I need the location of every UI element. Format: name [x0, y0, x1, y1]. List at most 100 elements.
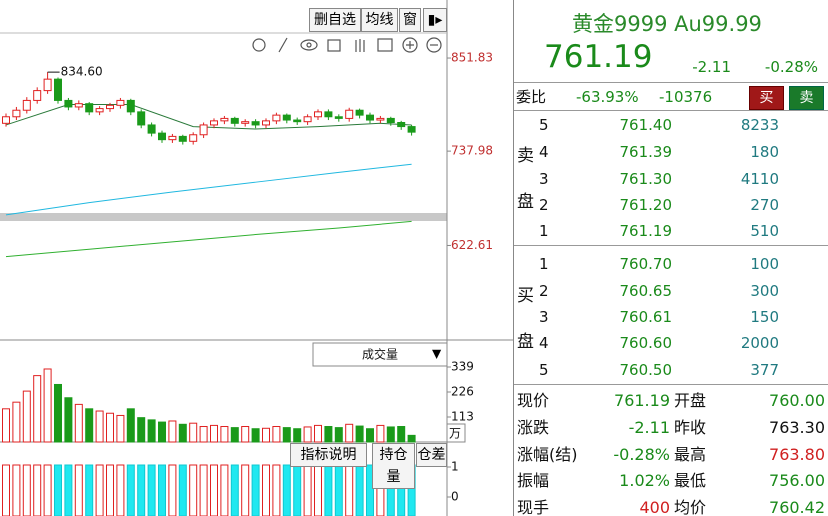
candle-body — [324, 111, 333, 118]
stat-value: 763.30 — [769, 418, 825, 437]
indicator-bar — [22, 464, 31, 516]
indicator-button[interactable]: 指标说明 — [290, 443, 367, 467]
indicator-bar — [366, 464, 374, 516]
sell-button[interactable]: 卖 — [789, 86, 824, 110]
indicator-bar — [158, 464, 166, 516]
toolbar-button[interactable]: 均线 — [361, 8, 398, 32]
candle-body — [293, 119, 302, 123]
indicator-bar — [74, 464, 83, 516]
indicator-bar — [262, 464, 270, 516]
candle-body — [116, 99, 125, 106]
volume-bar — [137, 417, 146, 443]
book-volume: 270 — [750, 196, 779, 214]
book-price: 760.70 — [619, 255, 673, 273]
divider — [514, 245, 828, 246]
y-tick-label: 113 — [451, 409, 474, 423]
book-volume: 100 — [750, 255, 779, 273]
ratio-diff: -10376 — [659, 88, 713, 106]
volume-bar — [272, 426, 281, 443]
book-side-label: 卖 — [517, 146, 534, 166]
indicator-bar — [334, 464, 343, 516]
candle-body — [178, 135, 187, 142]
toolbar-button[interactable]: 删自选 — [309, 8, 361, 32]
book-volume: 180 — [750, 143, 779, 161]
book-level: 1 — [539, 222, 549, 240]
indicator-bar — [85, 464, 94, 516]
book-level: 3 — [539, 170, 549, 188]
book-level: 4 — [539, 334, 549, 352]
volume-bar — [314, 424, 322, 443]
tool-icons[interactable] — [252, 37, 442, 53]
toolbar-button[interactable]: 窗 — [399, 8, 421, 32]
indicator-bar — [241, 464, 250, 516]
stat-label: 最低 — [674, 471, 707, 490]
y-tick-label: 622.61 — [451, 238, 493, 252]
indicator-bar — [230, 464, 239, 516]
candle-body — [147, 124, 156, 134]
candle-body — [2, 116, 10, 124]
book-price: 761.39 — [619, 143, 673, 161]
divider — [514, 384, 828, 385]
ratio-label: 委比 — [516, 88, 547, 106]
y-tick-label: 1 — [451, 460, 459, 474]
volume-bar — [324, 426, 333, 443]
stat-value: 756.00 — [769, 471, 825, 490]
candle-body — [230, 117, 239, 124]
candle-body — [12, 109, 21, 118]
book-price: 761.40 — [619, 116, 673, 134]
stat-value: 760.42 — [769, 498, 825, 516]
candle-body — [189, 134, 198, 142]
panel-title: 成交量 — [362, 347, 398, 362]
volume-bar — [303, 426, 312, 443]
candle-body — [220, 117, 229, 122]
y-tick-label: 0 — [451, 490, 459, 504]
candle-body — [314, 111, 322, 118]
band — [0, 213, 447, 221]
candle-body — [272, 114, 281, 122]
stat-label: 开盘 — [674, 391, 707, 410]
candle-body — [210, 120, 218, 126]
candle-body — [386, 117, 395, 123]
indicator-bar — [178, 464, 187, 516]
indicator-bar — [355, 464, 364, 516]
indicator-button[interactable]: 仓差 — [416, 443, 447, 467]
volume-bar — [262, 427, 270, 443]
indicator-button[interactable]: 持仓量 — [372, 443, 415, 489]
stat-label: 昨收 — [674, 418, 707, 437]
indicator-bar — [12, 464, 21, 516]
y-tick-label: 339 — [451, 359, 474, 373]
moving-average — [5, 220, 412, 258]
buy-button[interactable]: 买 — [749, 86, 784, 110]
indicator-bar — [220, 464, 229, 516]
stat-value: 400 — [639, 498, 670, 516]
indicator-bar — [64, 464, 73, 516]
candle-body — [199, 124, 208, 136]
book-side-label: 盘 — [517, 332, 534, 352]
volume-bar — [22, 390, 31, 443]
candle-body — [345, 109, 354, 119]
book-price: 761.20 — [619, 196, 673, 214]
dropdown-arrow[interactable]: ▼ — [432, 347, 442, 361]
stat-value: 760.00 — [769, 391, 825, 410]
book-price: 760.60 — [619, 334, 673, 352]
book-side-label: 买 — [517, 286, 534, 306]
stat-label: 现价 — [517, 391, 550, 410]
toolbar-button[interactable]: ▮▸ — [423, 8, 447, 32]
candle-body — [407, 126, 416, 133]
book-level: 2 — [539, 196, 549, 214]
unit-box — [446, 423, 466, 443]
candle-body — [137, 111, 146, 126]
book-volume: 300 — [750, 282, 779, 300]
volume-bar — [241, 426, 250, 443]
book-volume: 8233 — [740, 116, 779, 134]
book-price: 760.50 — [619, 361, 673, 379]
indicator-bar — [199, 464, 208, 516]
volume-header[interactable] — [312, 342, 448, 367]
chart: ▼ 851.83 737.98 622.61 834.60 成交量 339 226 113 万 1… — [0, 0, 513, 516]
volume-bar — [282, 427, 291, 443]
volume-bar — [178, 423, 187, 443]
candle-body — [22, 99, 31, 111]
volume-bar — [397, 426, 406, 443]
candle-body — [43, 78, 52, 92]
